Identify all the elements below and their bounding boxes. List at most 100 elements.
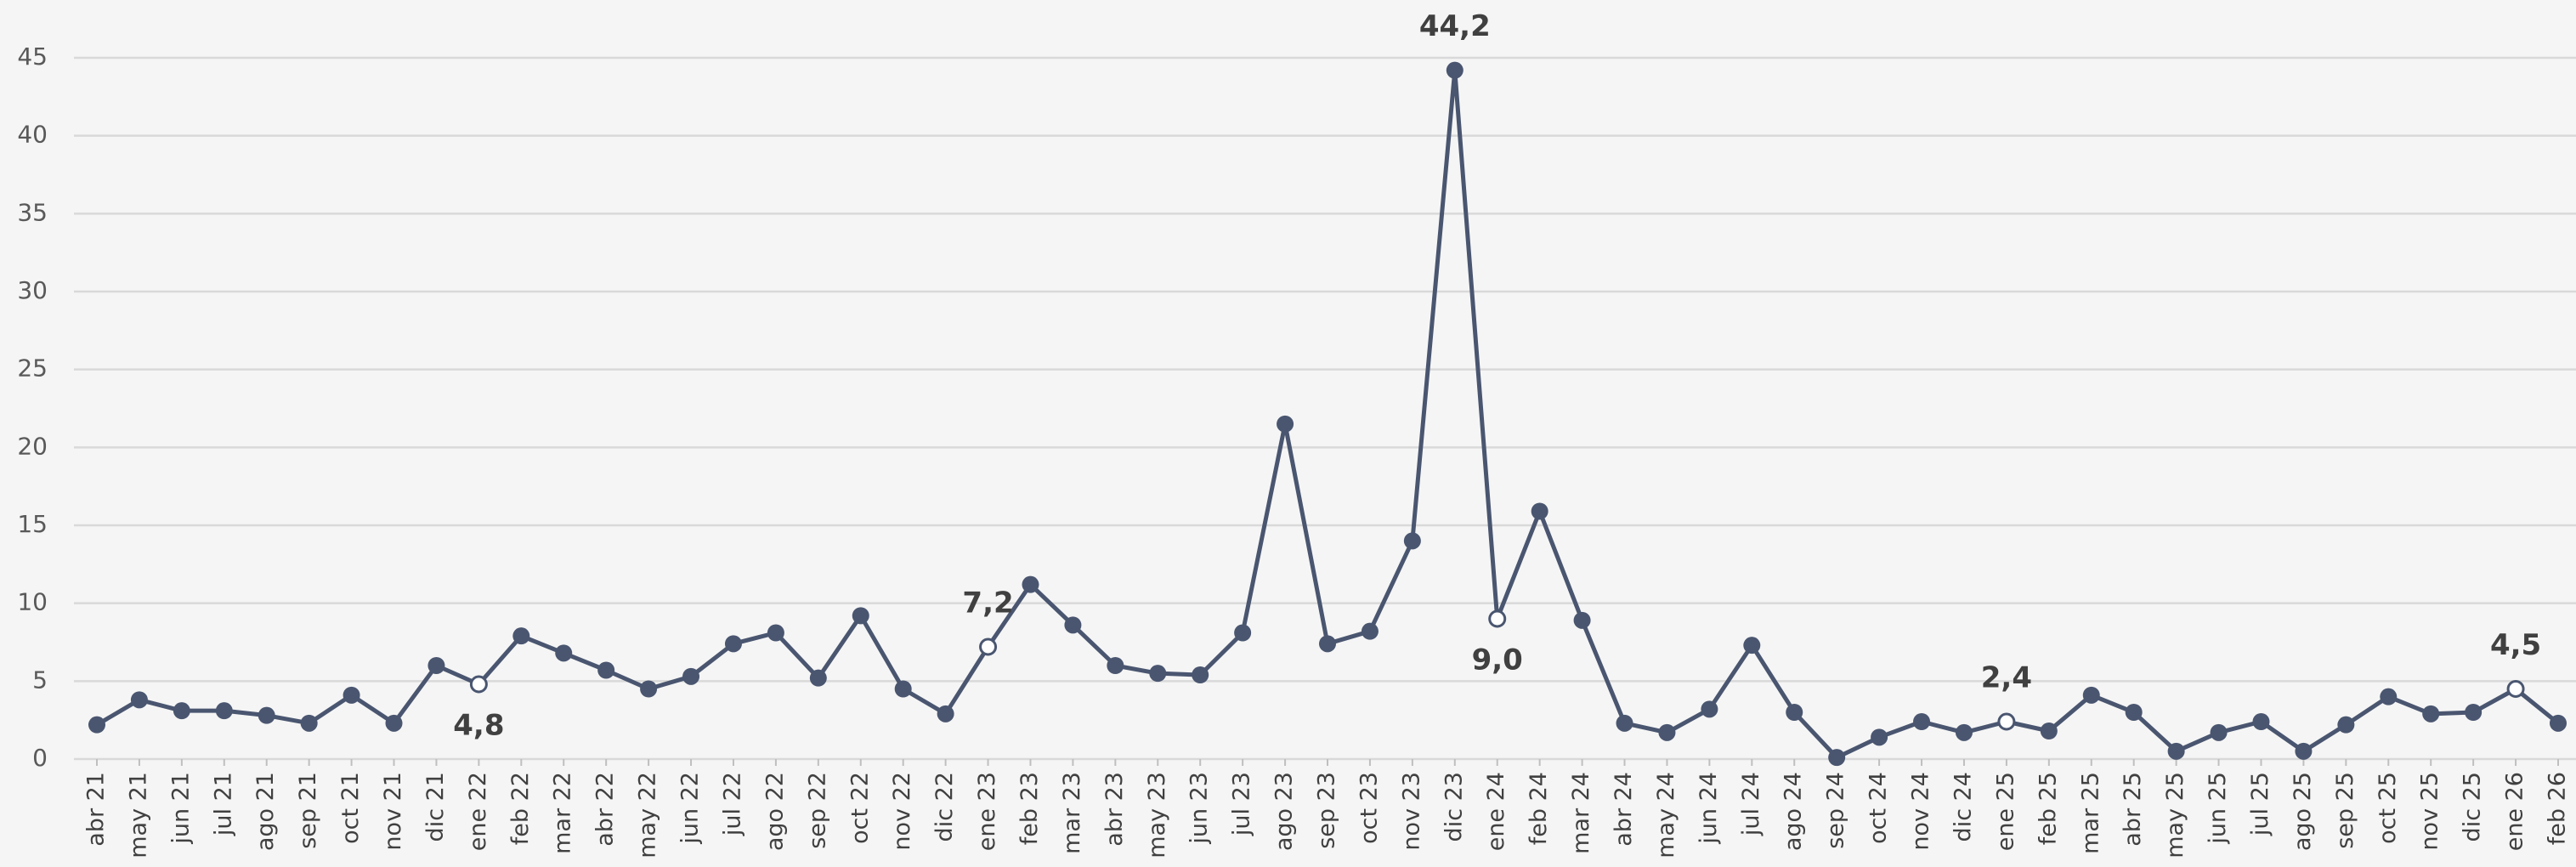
x-tick-label: may 24 — [1653, 772, 1679, 858]
data-label: 7,2 — [962, 586, 1013, 620]
data-point — [1319, 635, 1336, 653]
x-tick-label: ene 23 — [974, 772, 1000, 851]
x-tick-label: feb 24 — [1526, 772, 1552, 845]
x-tick-label: ene 22 — [465, 772, 491, 851]
y-tick-label: 0 — [32, 744, 48, 772]
x-tick-label: nov 24 — [1908, 772, 1934, 851]
x-tick-label: nov 23 — [1398, 772, 1424, 851]
x-tick-label: feb 26 — [2545, 772, 2571, 845]
x-tick-label: jul 22 — [719, 772, 745, 836]
x-tick-label: dic 23 — [1441, 772, 1467, 842]
data-point — [1828, 749, 1846, 767]
data-point — [2125, 704, 2143, 721]
data-point — [852, 607, 869, 625]
x-tick-label: abr 24 — [1611, 772, 1637, 847]
x-tick-label: ago 25 — [2290, 772, 2316, 851]
data-point — [1955, 723, 1973, 741]
data-point — [1658, 723, 1676, 741]
y-tick-label: 5 — [32, 666, 48, 694]
data-point — [809, 669, 827, 687]
data-point — [979, 638, 998, 656]
data-point — [2380, 688, 2398, 706]
x-tick-label: ago 21 — [252, 772, 279, 851]
x-tick-label: feb 25 — [2035, 772, 2061, 845]
x-tick-label: jul 23 — [1229, 772, 1255, 836]
data-point — [1361, 622, 1379, 640]
data-point — [937, 705, 954, 722]
data-point — [1149, 665, 1167, 683]
data-point — [427, 657, 445, 674]
x-tick-label: may 23 — [1144, 772, 1170, 858]
x-tick-label: mar 24 — [1568, 772, 1594, 854]
data-point — [894, 680, 912, 698]
x-tick-label: jun 25 — [2205, 772, 2231, 845]
x-tick-label: ene 26 — [2502, 772, 2528, 851]
data-point — [1488, 609, 1507, 628]
x-tick-label: may 25 — [2162, 772, 2188, 858]
data-point — [1403, 532, 1421, 550]
y-tick-label: 35 — [17, 198, 48, 226]
data-point — [1871, 728, 1888, 746]
x-tick-label: abr 23 — [1101, 772, 1128, 847]
x-tick-label: mar 25 — [2077, 772, 2103, 854]
x-tick-label: ago 24 — [1781, 772, 1807, 851]
x-tick-label: nov 25 — [2417, 772, 2443, 851]
x-tick-label: oct 21 — [337, 772, 364, 844]
x-tick-label: oct 25 — [2375, 772, 2401, 844]
data-point — [1913, 713, 1931, 730]
y-tick-label: 10 — [17, 588, 48, 616]
data-point — [1573, 611, 1591, 629]
data-point — [1064, 616, 1082, 634]
x-tick-label: ene 25 — [1992, 772, 2018, 851]
data-point — [1234, 624, 1252, 642]
y-tick-label: 45 — [17, 42, 48, 71]
data-point — [2040, 722, 2058, 740]
data-label: 4,8 — [453, 709, 504, 743]
x-tick-label: oct 22 — [846, 772, 873, 844]
data-point — [2337, 716, 2355, 734]
data-point — [1022, 575, 1039, 593]
data-point — [215, 702, 233, 720]
data-point — [512, 627, 530, 645]
x-tick-label: sep 25 — [2332, 772, 2358, 849]
data-point — [2506, 680, 2525, 698]
x-tick-label: dic 25 — [2460, 772, 2486, 842]
x-tick-label: abr 22 — [592, 772, 619, 847]
x-tick-label: jun 23 — [1186, 772, 1213, 845]
y-tick-label: 25 — [17, 354, 48, 382]
x-tick-label: jun 21 — [167, 772, 194, 845]
x-tick-label: abr 21 — [83, 772, 110, 847]
data-point — [1192, 666, 1209, 683]
x-tick-label: abr 25 — [2120, 772, 2146, 847]
x-tick-label: oct 24 — [1865, 772, 1892, 844]
x-tick-label: ene 24 — [1483, 772, 1509, 851]
x-tick-label: mar 22 — [550, 772, 576, 854]
x-tick-label: nov 22 — [889, 772, 915, 851]
x-tick-label: jul 21 — [210, 772, 236, 836]
data-point — [767, 624, 784, 642]
data-label: 4,5 — [2490, 628, 2541, 662]
data-label: 44,2 — [1419, 9, 1491, 43]
x-tick-label: sep 24 — [1823, 772, 1849, 849]
x-tick-label: oct 23 — [1356, 772, 1382, 844]
data-point — [1997, 712, 2016, 731]
data-point — [2465, 704, 2483, 721]
data-point — [1616, 714, 1633, 732]
data-point — [1277, 415, 1294, 433]
x-tick-label: nov 21 — [380, 772, 406, 851]
y-tick-label: 40 — [17, 121, 48, 149]
x-tick-label: may 21 — [125, 772, 151, 858]
y-tick-label: 20 — [17, 432, 48, 460]
data-point — [2550, 714, 2567, 732]
x-tick-label: sep 23 — [1314, 772, 1340, 849]
data-point — [2082, 686, 2100, 704]
y-tick-label: 30 — [17, 276, 48, 304]
x-tick-label: jul 24 — [1738, 772, 1764, 836]
data-point — [555, 644, 573, 662]
data-point — [2422, 705, 2440, 722]
data-point — [2210, 723, 2228, 741]
data-point — [343, 686, 360, 704]
x-tick-label: may 22 — [635, 772, 661, 858]
